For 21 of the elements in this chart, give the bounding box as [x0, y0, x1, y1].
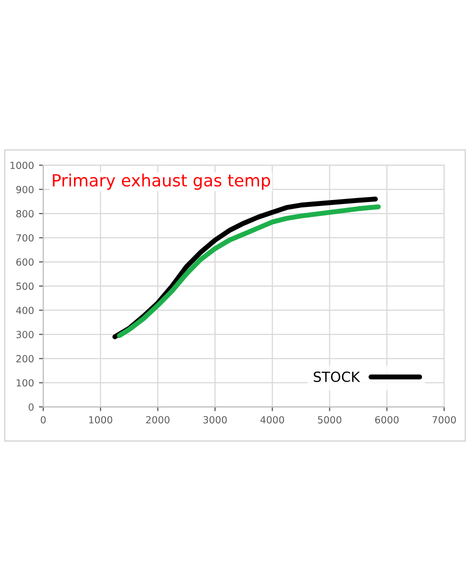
y-tick-label: 700	[16, 234, 34, 242]
y-tick-label: 1000	[10, 162, 34, 170]
y-tick-label: 300	[16, 330, 34, 338]
y-tick-label: 900	[16, 186, 34, 194]
y-tick-label: 200	[16, 355, 34, 362]
x-tick-label: 0	[40, 416, 46, 424]
y-tick-label: 800	[16, 210, 34, 218]
y-tick-label: 100	[16, 379, 34, 387]
y-tick-label: 600	[16, 258, 34, 266]
legend-label: STOCK	[314, 372, 360, 382]
y-tick-label: 400	[16, 306, 34, 314]
x-tick-label: 4000	[260, 416, 284, 424]
x-tick-label: 2000	[146, 416, 170, 424]
x-tick-label: 6000	[375, 416, 399, 424]
x-tick-label: 3000	[203, 416, 227, 424]
x-tick-label: 7000	[432, 416, 456, 424]
x-tick-label: 1000	[89, 416, 112, 424]
x-tick-label: 5000	[318, 416, 342, 424]
y-tick-label: 0	[28, 403, 34, 411]
chart-title: Primary exhaust gas temp	[52, 174, 270, 190]
y-tick-label: 500	[16, 282, 34, 290]
